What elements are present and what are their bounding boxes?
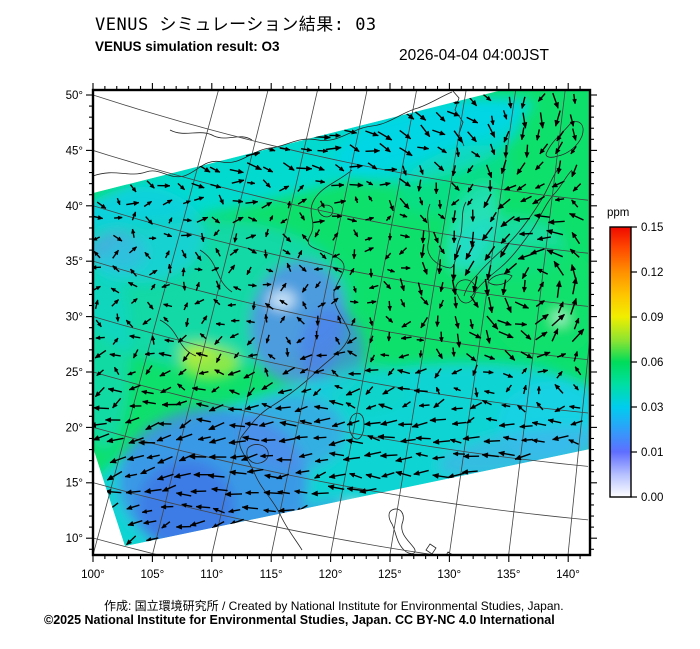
coastline-amur-river (169, 129, 253, 141)
svg-text:45°: 45° (66, 145, 83, 157)
svg-text:140°: 140° (556, 569, 580, 581)
svg-text:35°: 35° (66, 256, 83, 268)
timestamp: 2026-04-04 04:00JST (399, 47, 549, 64)
map-area (93, 90, 590, 555)
colorbar-unit-label: ppm (607, 207, 629, 219)
svg-text:110°: 110° (200, 569, 223, 581)
colorbar-tick-label: 0.00 (641, 492, 663, 504)
coastline-bohai-inner (317, 204, 334, 218)
colorbar-tick-label: 0.15 (641, 222, 663, 234)
svg-text:130°: 130° (437, 569, 461, 581)
colorbar-tick-label: 0.01 (641, 447, 663, 459)
svg-text:120°: 120° (319, 569, 343, 581)
coastline-luzon (388, 508, 416, 554)
colorbar-tick-label: 0.09 (641, 312, 663, 324)
colorbar: ppm 0.15 0.12 0.09 0.06 0.03 0.01 0.00 (607, 207, 663, 504)
wind-vectors (93, 92, 585, 546)
coastline-inland-river-1 (199, 249, 233, 293)
coastline-shikoku (487, 273, 513, 286)
svg-text:115°: 115° (260, 569, 283, 581)
svg-text:20°: 20° (66, 422, 83, 434)
colorbar-tick-label: 0.03 (641, 402, 663, 414)
svg-text:135°: 135° (497, 569, 521, 581)
coastline-korea (427, 201, 467, 269)
axis-ticks (86, 83, 597, 562)
svg-text:125°: 125° (378, 569, 402, 581)
map-frame (91, 88, 592, 557)
o3-concentration-field (93, 90, 590, 546)
lat-axis-labels: 50° 45° 40° 35° 30° 25° 20° 15° 10° (66, 90, 83, 545)
svg-text:100°: 100° (81, 569, 105, 581)
colorbar-tick-label: 0.06 (641, 357, 663, 369)
coastline-hainan (246, 444, 269, 464)
svg-text:25°: 25° (66, 367, 83, 379)
coastline-ph-island-1 (425, 543, 437, 555)
svg-text:40°: 40° (66, 201, 83, 213)
svg-text:50°: 50° (66, 90, 83, 102)
svg-text:10°: 10° (66, 533, 83, 545)
coastline-russia-coast (93, 91, 453, 178)
colorbar-tick-label: 0.12 (641, 267, 663, 279)
footer-copyright: ©2025 National Institute for Environment… (44, 613, 555, 627)
coastline-inland-river-2 (159, 319, 197, 357)
page-title-en: VENUS simulation result: O3 (95, 39, 280, 54)
page-title-ja: VENUS シミュレーション結果: 03 (95, 15, 377, 35)
svg-text:30°: 30° (66, 312, 83, 324)
lon-axis-labels: 100° 105° 110° 115° 120° 125° 130° 135° 140° (81, 569, 580, 581)
coastline-taiwan (348, 412, 365, 440)
svg-text:15°: 15° (66, 478, 83, 490)
footer-credit: 作成: 国立環境研究所 / Created by National Instit… (104, 599, 564, 613)
svg-text:105°: 105° (140, 569, 164, 581)
